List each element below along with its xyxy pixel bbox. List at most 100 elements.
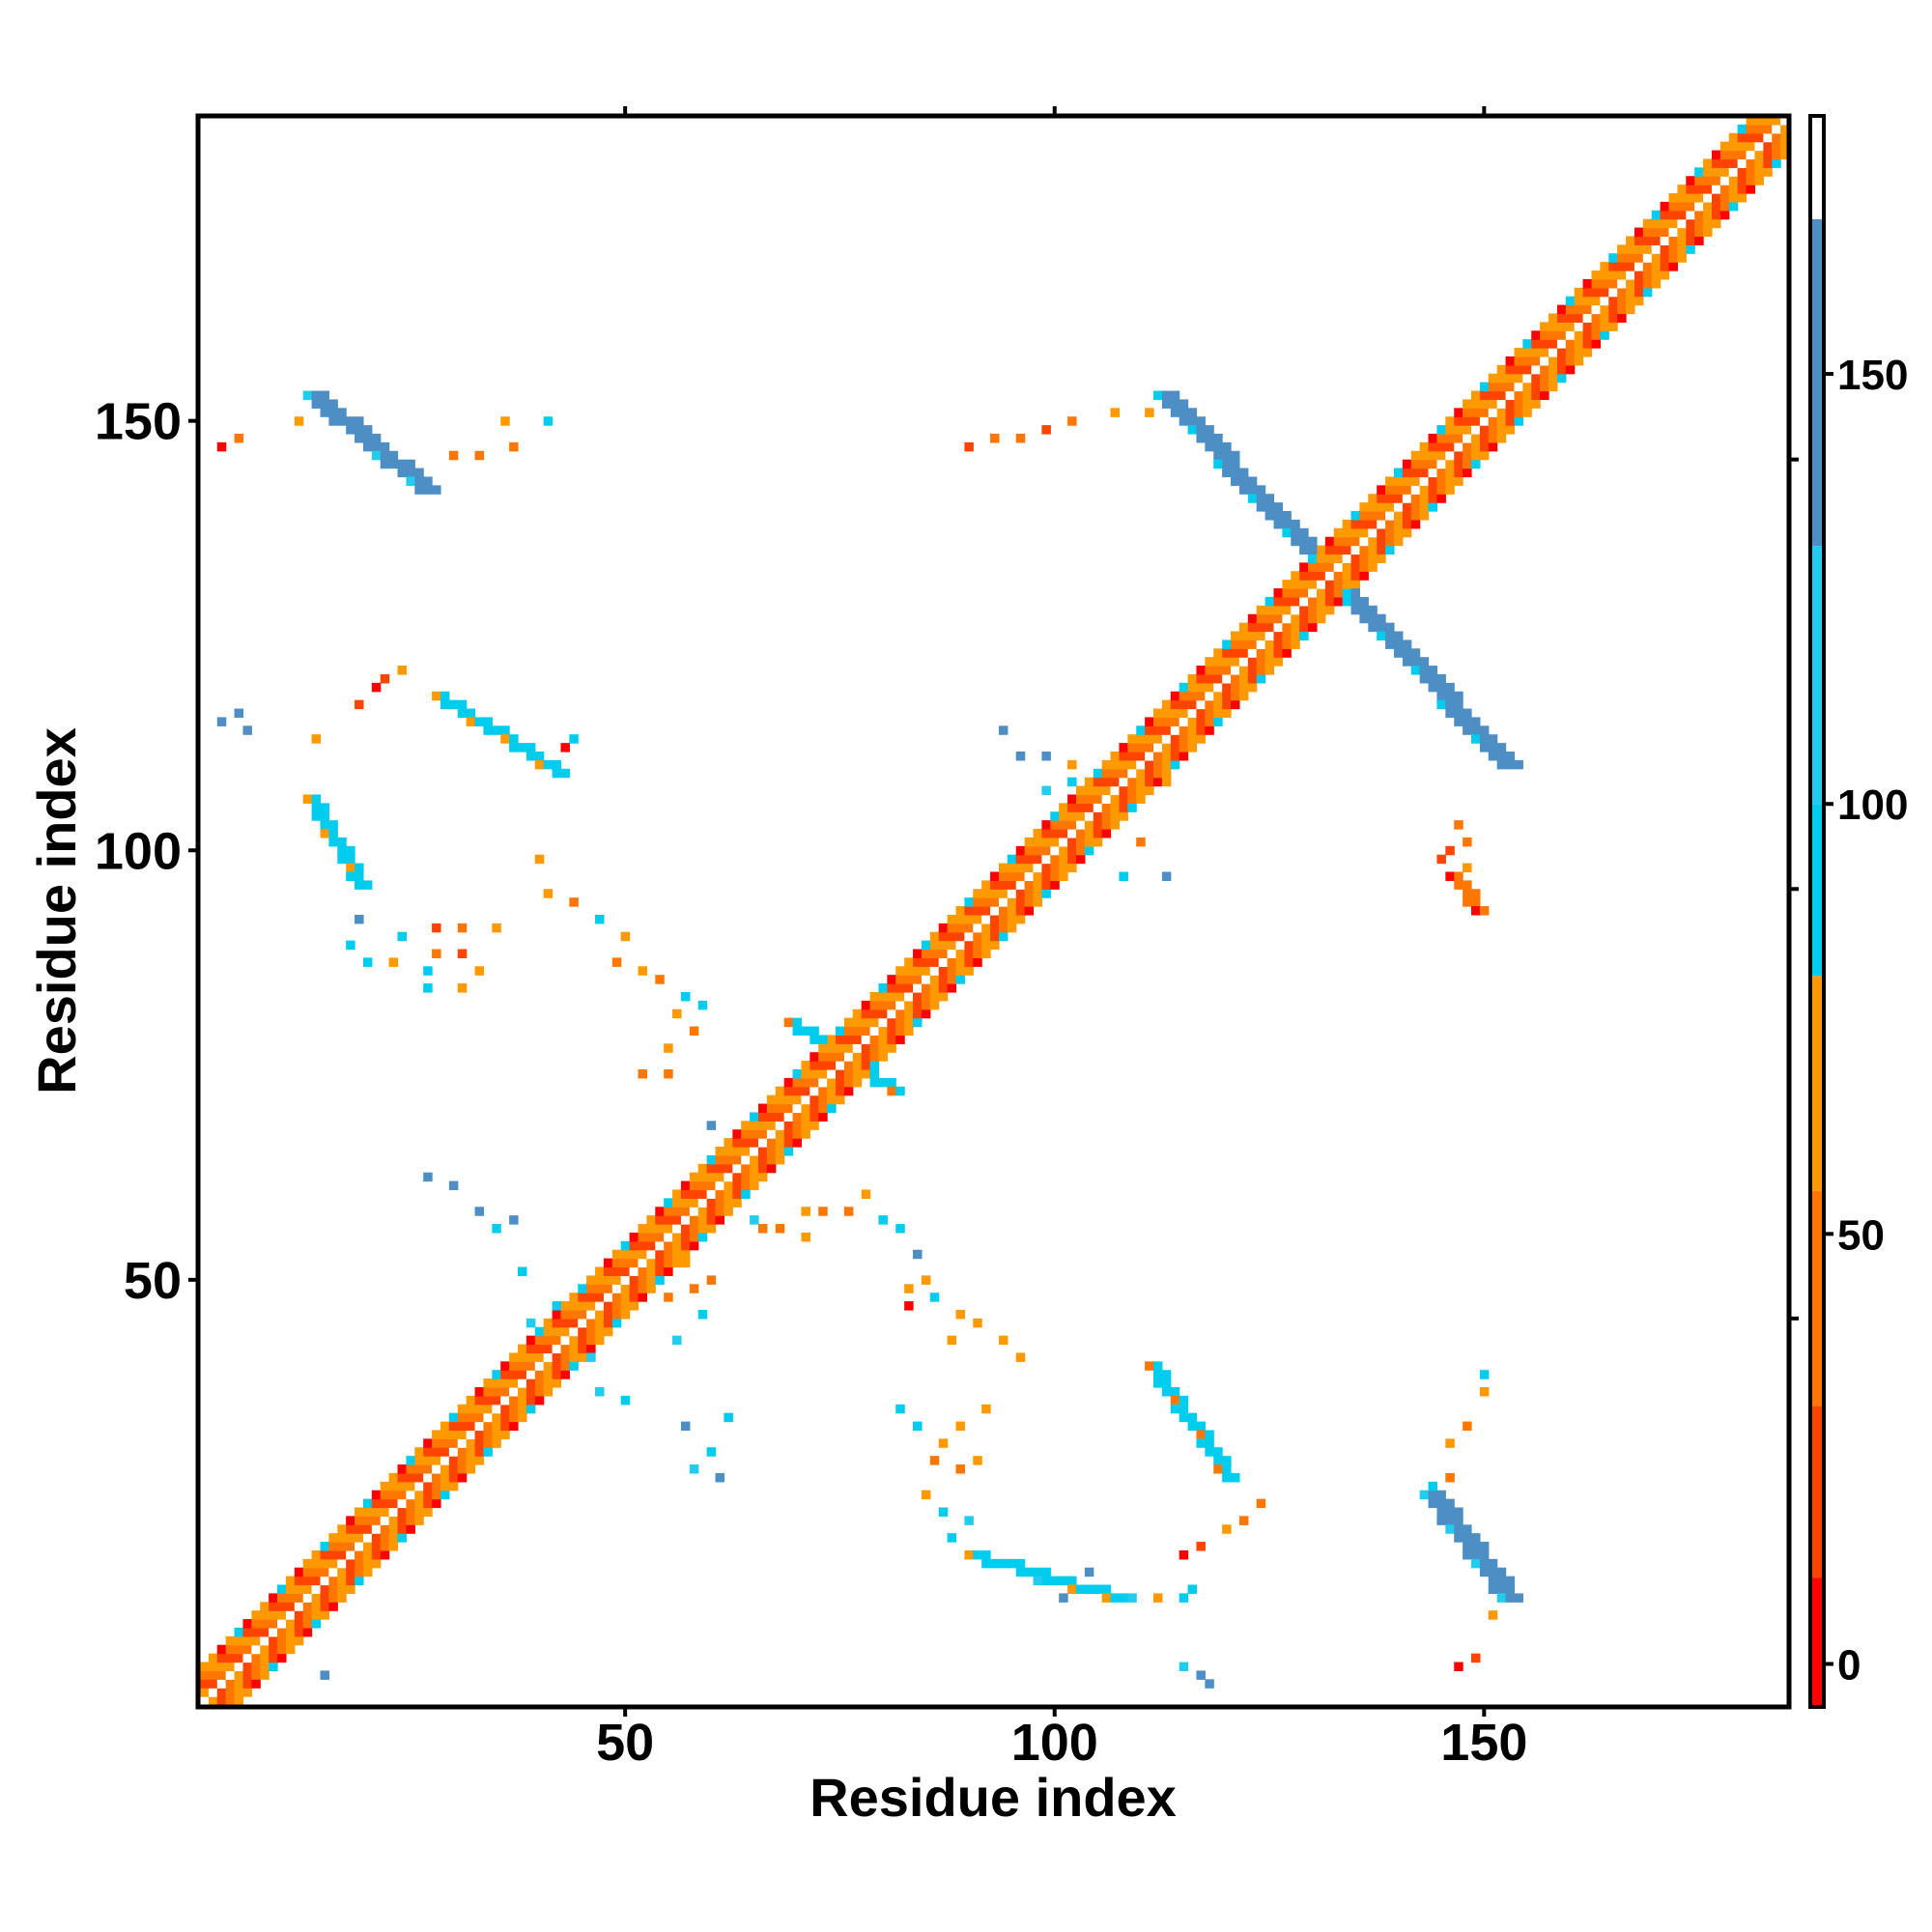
- diagonal-cell: [432, 1498, 441, 1509]
- diagonal-cell: [543, 1352, 554, 1362]
- contact-cell: [380, 459, 390, 469]
- diagonal-cell: [655, 1266, 665, 1276]
- diagonal-cell: [1196, 725, 1206, 735]
- contact-cell: [1247, 485, 1258, 495]
- contact-cell: [973, 1318, 982, 1328]
- diagonal-cell: [664, 1207, 673, 1216]
- diagonal-cell: [801, 1129, 810, 1139]
- diagonal-cell: [1428, 450, 1438, 461]
- diagonal-cell: [655, 1232, 665, 1242]
- contact-cell: [1179, 408, 1189, 417]
- diagonal-cell: [775, 1094, 785, 1105]
- y-tick-label: 100: [95, 822, 182, 880]
- diagonal-cell: [1454, 459, 1463, 469]
- contact-cell: [362, 425, 373, 435]
- contact-cell: [1196, 1430, 1206, 1439]
- diagonal-cell: [1007, 897, 1017, 907]
- diagonal-cell: [869, 1026, 880, 1037]
- diagonal-cell: [1548, 313, 1558, 323]
- diagonal-cell: [1196, 673, 1206, 684]
- contact-cell: [1170, 1395, 1180, 1406]
- diagonal-cell: [766, 1112, 777, 1122]
- diagonal-cell: [827, 1103, 837, 1114]
- diagonal-cell: [1703, 158, 1713, 168]
- diagonal-cell: [328, 1533, 338, 1543]
- contact-cell: [947, 1533, 957, 1543]
- diagonal-cell: [216, 1644, 227, 1655]
- diagonal-cell: [1119, 759, 1128, 770]
- contact-cell: [1436, 1516, 1446, 1525]
- contact-cell: [355, 699, 364, 710]
- diagonal-cell: [1067, 829, 1077, 838]
- diagonal-cell: [1299, 562, 1309, 572]
- diagonal-cell: [1324, 588, 1335, 598]
- diagonal-cell: [1015, 880, 1026, 890]
- diagonal-cell: [466, 1412, 476, 1423]
- diagonal-cell: [1651, 278, 1662, 289]
- diagonal-cell: [757, 1121, 768, 1130]
- contact-cell: [371, 434, 382, 443]
- contact-cell: [1187, 1421, 1198, 1432]
- contact-cell: [509, 1215, 519, 1225]
- diagonal-cell: [1608, 278, 1618, 289]
- diagonal-cell: [285, 1576, 296, 1586]
- diagonal-cell: [706, 1163, 717, 1174]
- diagonal-cell: [1256, 613, 1266, 624]
- diagonal-cell: [1333, 580, 1344, 589]
- diagonal-cell: [277, 1602, 287, 1611]
- diagonal-cell: [1574, 304, 1584, 315]
- diagonal-cell: [861, 1026, 871, 1037]
- diagonal-cell: [741, 1147, 751, 1156]
- diagonal-cell: [337, 1549, 347, 1560]
- contact-cell: [346, 863, 355, 873]
- diagonal-cell: [440, 1456, 450, 1465]
- diagonal-cell: [1582, 287, 1593, 298]
- diagonal-cell: [569, 1361, 579, 1371]
- diagonal-cell: [801, 1112, 810, 1122]
- diagonal-cell: [998, 880, 1009, 890]
- diagonal-cell: [1582, 278, 1593, 289]
- diagonal-cell: [620, 1249, 631, 1260]
- diagonal-cell: [1686, 210, 1695, 220]
- diagonal-cell: [1754, 150, 1764, 160]
- diagonal-cell: [200, 1696, 210, 1706]
- diagonal-cell: [586, 1284, 596, 1293]
- contact-cell: [1471, 1653, 1481, 1663]
- diagonal-cell: [586, 1344, 596, 1354]
- diagonal-cell: [715, 1189, 724, 1199]
- diagonal-cell: [792, 1077, 803, 1088]
- diagonal-cell: [1719, 150, 1730, 160]
- diagonal-cell: [388, 1481, 399, 1492]
- diagonal-cell: [827, 1061, 837, 1070]
- diagonal-cell: [260, 1627, 270, 1637]
- diagonal-cell: [638, 1275, 647, 1285]
- diagonal-cell: [1471, 408, 1481, 417]
- diagonal-cell: [552, 1318, 562, 1328]
- diagonal-cell: [457, 1464, 468, 1474]
- diagonal-cell: [1668, 262, 1678, 271]
- diagonal-cell: [836, 1069, 845, 1079]
- diagonal-cell: [1496, 390, 1507, 401]
- contact-cell: [1463, 1549, 1472, 1560]
- contact-cell: [1463, 897, 1472, 907]
- diagonal-cell: [578, 1301, 587, 1311]
- diagonal-cell: [843, 1052, 854, 1062]
- y-axis-right-ticks: [1789, 457, 1799, 1321]
- diagonal-cell: [1711, 218, 1721, 229]
- diagonal-cell: [741, 1172, 751, 1182]
- contact-cell: [1488, 1584, 1498, 1594]
- diagonal-cell: [895, 1000, 905, 1010]
- diagonal-cell: [1772, 158, 1781, 168]
- diagonal-cell: [371, 1507, 382, 1517]
- diagonal-cell: [843, 1026, 854, 1037]
- diagonal-cell: [998, 923, 1009, 933]
- diagonal-cell: [1728, 193, 1739, 203]
- diagonal-cell: [302, 1610, 313, 1620]
- diagonal-cell: [1668, 227, 1678, 238]
- diagonal-cell: [603, 1293, 613, 1302]
- contact-cell: [371, 441, 382, 452]
- contact-cell: [998, 725, 1009, 735]
- diagonal-cell: [200, 1679, 210, 1689]
- diagonal-cell: [1110, 777, 1121, 787]
- diagonal-cell: [1333, 545, 1344, 555]
